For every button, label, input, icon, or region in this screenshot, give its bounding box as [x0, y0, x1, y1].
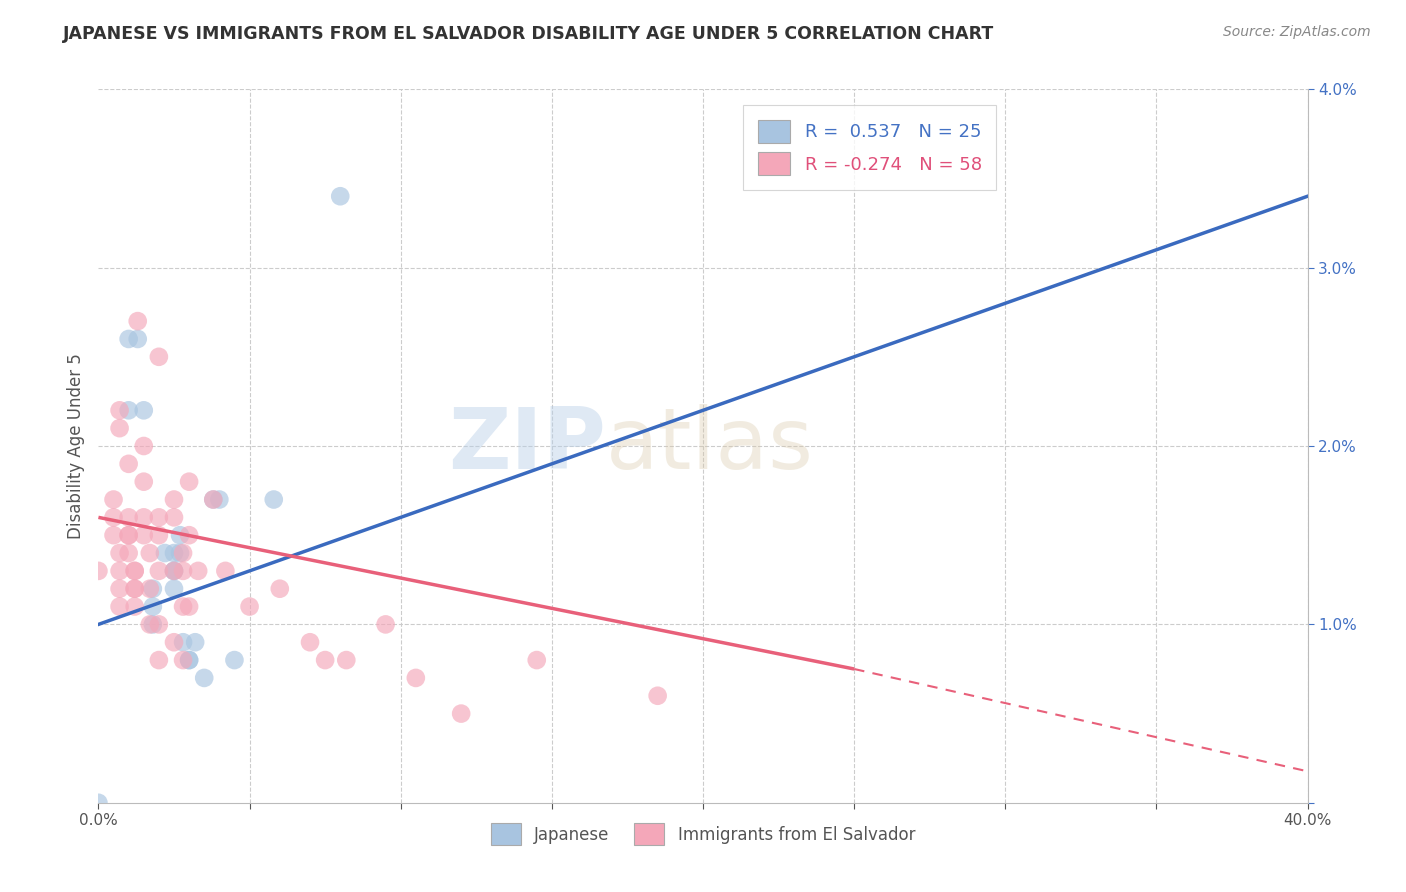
Point: [148, 510, 170, 524]
Point: [450, 706, 472, 721]
Point: [148, 653, 170, 667]
Point: [142, 582, 165, 596]
Point: [269, 582, 291, 596]
Point: [103, 528, 125, 542]
Point: [87, 796, 110, 810]
Point: [132, 403, 155, 417]
Point: [118, 332, 141, 346]
Point: [163, 635, 186, 649]
Point: [153, 546, 176, 560]
Point: [172, 653, 194, 667]
Point: [139, 617, 162, 632]
Point: [118, 510, 141, 524]
Point: [108, 421, 131, 435]
Point: [202, 492, 225, 507]
Text: atlas: atlas: [606, 404, 814, 488]
Point: [202, 492, 225, 507]
Point: [263, 492, 285, 507]
Legend: Japanese, Immigrants from El Salvador: Japanese, Immigrants from El Salvador: [484, 817, 922, 852]
Point: [193, 671, 215, 685]
Point: [163, 564, 186, 578]
Point: [163, 582, 186, 596]
Point: [87, 564, 110, 578]
Point: [172, 599, 194, 614]
Point: [184, 635, 207, 649]
Point: [179, 653, 201, 667]
Point: [179, 599, 201, 614]
Point: [124, 599, 146, 614]
Point: [163, 510, 186, 524]
Point: [127, 332, 149, 346]
Point: [132, 439, 155, 453]
Point: [118, 528, 141, 542]
Point: [118, 457, 141, 471]
Point: [108, 564, 131, 578]
Point: [108, 599, 131, 614]
Point: [139, 546, 162, 560]
Point: [132, 510, 155, 524]
Point: [124, 564, 146, 578]
Point: [118, 528, 141, 542]
Point: [124, 582, 146, 596]
Point: [172, 546, 194, 560]
Point: [647, 689, 669, 703]
Point: [124, 582, 146, 596]
Point: [132, 528, 155, 542]
Point: [172, 564, 194, 578]
Point: [139, 582, 162, 596]
Point: [179, 653, 201, 667]
Text: ZIP: ZIP: [449, 404, 606, 488]
Point: [163, 546, 186, 560]
Point: [108, 403, 131, 417]
Point: [169, 528, 191, 542]
Point: [239, 599, 262, 614]
Point: [179, 475, 201, 489]
Point: [329, 189, 352, 203]
Point: [103, 510, 125, 524]
Point: [163, 564, 186, 578]
Point: [335, 653, 357, 667]
Point: [103, 492, 125, 507]
Point: [148, 528, 170, 542]
Point: [148, 564, 170, 578]
Point: [405, 671, 427, 685]
Point: [374, 617, 396, 632]
Point: [314, 653, 336, 667]
Point: [172, 635, 194, 649]
Point: [224, 653, 246, 667]
Y-axis label: Disability Age Under 5: Disability Age Under 5: [66, 353, 84, 539]
Point: [526, 653, 548, 667]
Point: [132, 475, 155, 489]
Point: [108, 546, 131, 560]
Point: [299, 635, 322, 649]
Point: [118, 403, 141, 417]
Point: [148, 617, 170, 632]
Point: [142, 617, 165, 632]
Point: [108, 582, 131, 596]
Point: [127, 314, 149, 328]
Point: [179, 528, 201, 542]
Text: Source: ZipAtlas.com: Source: ZipAtlas.com: [1223, 25, 1371, 39]
Point: [163, 492, 186, 507]
Point: [214, 564, 236, 578]
Point: [208, 492, 231, 507]
Point: [124, 564, 146, 578]
Point: [187, 564, 209, 578]
Point: [142, 599, 165, 614]
Point: [118, 546, 141, 560]
Point: [169, 546, 191, 560]
Text: JAPANESE VS IMMIGRANTS FROM EL SALVADOR DISABILITY AGE UNDER 5 CORRELATION CHART: JAPANESE VS IMMIGRANTS FROM EL SALVADOR …: [63, 25, 994, 43]
Point: [148, 350, 170, 364]
Point: [163, 564, 186, 578]
